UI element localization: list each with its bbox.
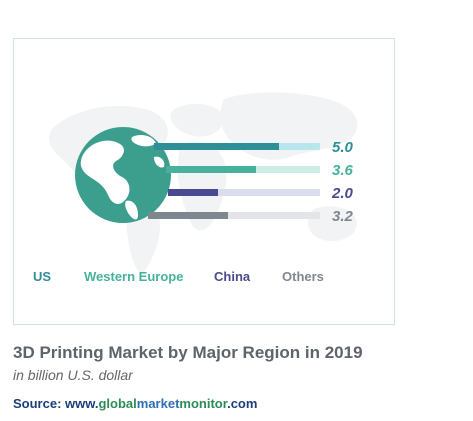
chart-panel: 5.0 3.6 2.0 3.2 US Western Europe China Others	[13, 38, 395, 325]
bar-others	[148, 212, 228, 219]
source-part-global: global	[98, 396, 137, 411]
legend-item-china: China	[214, 269, 251, 284]
bar-western-europe	[166, 166, 256, 173]
source-suffix: .com	[227, 396, 258, 411]
bars-group	[148, 143, 320, 219]
legend-item-western-europe: Western Europe	[84, 269, 183, 284]
bar-us	[154, 143, 279, 150]
globe-icon	[75, 127, 171, 223]
value-label-us: 5.0	[332, 139, 354, 156]
source-part-market: market	[136, 396, 180, 411]
value-label-china: 2.0	[331, 185, 354, 202]
bar-china	[168, 189, 218, 196]
legend: US Western Europe China Others	[33, 269, 324, 284]
value-label-others: 3.2	[332, 208, 354, 225]
value-labels-group: 5.0 3.6 2.0 3.2	[331, 139, 354, 225]
source-part-monitor: monitor	[179, 396, 228, 411]
source-prefix: Source: www.	[13, 396, 99, 411]
source-line: Source: www.globalmarketmonitor.com	[13, 396, 257, 411]
legend-item-others: Others	[282, 269, 324, 284]
bar-chart: 5.0 3.6 2.0 3.2 US Western Europe China Others	[33, 92, 358, 284]
legend-item-us: US	[33, 269, 51, 284]
value-label-western-europe: 3.6	[332, 162, 354, 179]
chart-title: 3D Printing Market by Major Region in 20…	[13, 343, 363, 362]
bar-track-china	[168, 189, 320, 196]
bar-track-others	[148, 212, 320, 219]
chart-subtitle: in billion U.S. dollar	[13, 367, 133, 383]
